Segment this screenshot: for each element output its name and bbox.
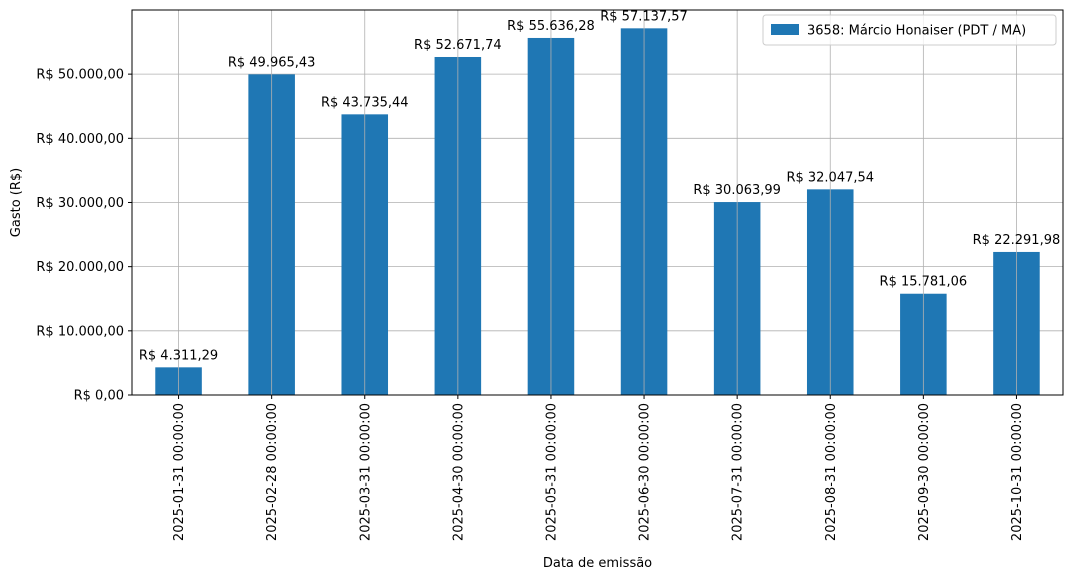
data-label: R$ 4.311,29 <box>139 348 218 363</box>
data-label: R$ 52.671,74 <box>414 38 502 53</box>
x-axis-ticks: 2025-01-31 00:00:00 2025-02-28 00:00:00 20… <box>172 395 1025 541</box>
legend: 3658: Márcio Honaiser (PDT / MA) <box>762 14 1057 46</box>
x-tick-label: 2025-10-31 00:00:00 <box>1010 403 1025 541</box>
legend-box <box>762 14 1057 46</box>
x-tick-label: 2025-07-31 00:00:00 <box>731 403 746 541</box>
data-label: R$ 32.047,54 <box>786 170 874 185</box>
data-label: R$ 15.781,06 <box>880 275 968 290</box>
bars <box>155 28 1040 396</box>
data-label: R$ 22.291,98 <box>973 233 1061 248</box>
y-tick-label: R$ 10.000,00 <box>36 324 124 339</box>
x-tick-label: 2025-08-31 00:00:00 <box>824 403 839 541</box>
data-label: R$ 49.965,43 <box>228 55 316 70</box>
data-label: R$ 57.137,57 <box>600 9 688 24</box>
data-label: R$ 43.735,44 <box>321 95 409 110</box>
x-tick-label: 2025-03-31 00:00:00 <box>358 403 373 541</box>
data-labels: R$ 4.311,29 R$ 49.965,43 R$ 43.735,44 R$ 52… <box>139 9 1060 363</box>
legend-label: 3658: Márcio Honaiser (PDT / MA) <box>807 24 1026 39</box>
y-tick-label: R$ 30.000,00 <box>36 196 124 211</box>
y-axis-label: Gasto (R$) <box>9 168 24 237</box>
y-tick-label: R$ 0,00 <box>74 389 124 404</box>
y-axis-ticks: R$ 0,00 R$ 10.000,00 R$ 20.000,00 R$ 30.000… <box>36 68 132 404</box>
x-axis-label: Data de emissão <box>543 556 652 571</box>
x-tick-label: 2025-06-30 00:00:00 <box>638 403 653 541</box>
y-tick-label: R$ 40.000,00 <box>36 132 124 147</box>
x-tick-label: 2025-09-30 00:00:00 <box>917 403 932 541</box>
data-label: R$ 30.063,99 <box>693 183 781 198</box>
data-label: R$ 55.636,28 <box>507 19 595 34</box>
x-tick-label: 2025-01-31 00:00:00 <box>172 403 187 541</box>
legend-swatch <box>771 24 799 35</box>
x-grid <box>178 10 1017 395</box>
y-tick-label: R$ 20.000,00 <box>36 260 124 275</box>
y-tick-label: R$ 50.000,00 <box>36 68 124 83</box>
x-tick-label: 2025-05-31 00:00:00 <box>544 403 559 541</box>
x-tick-label: 2025-04-30 00:00:00 <box>451 403 466 541</box>
x-tick-label: 2025-02-28 00:00:00 <box>265 403 280 541</box>
